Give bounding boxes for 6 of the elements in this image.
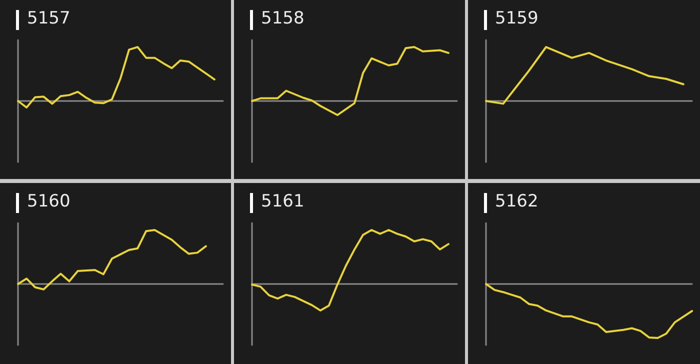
chart-title: 5157 bbox=[27, 8, 70, 28]
chart-title: 5159 bbox=[495, 8, 538, 28]
chart-title: 5158 bbox=[261, 8, 304, 28]
chart-title: 5161 bbox=[261, 192, 304, 212]
chart-title: 5162 bbox=[495, 192, 538, 212]
chart-title: 5160 bbox=[27, 192, 70, 212]
